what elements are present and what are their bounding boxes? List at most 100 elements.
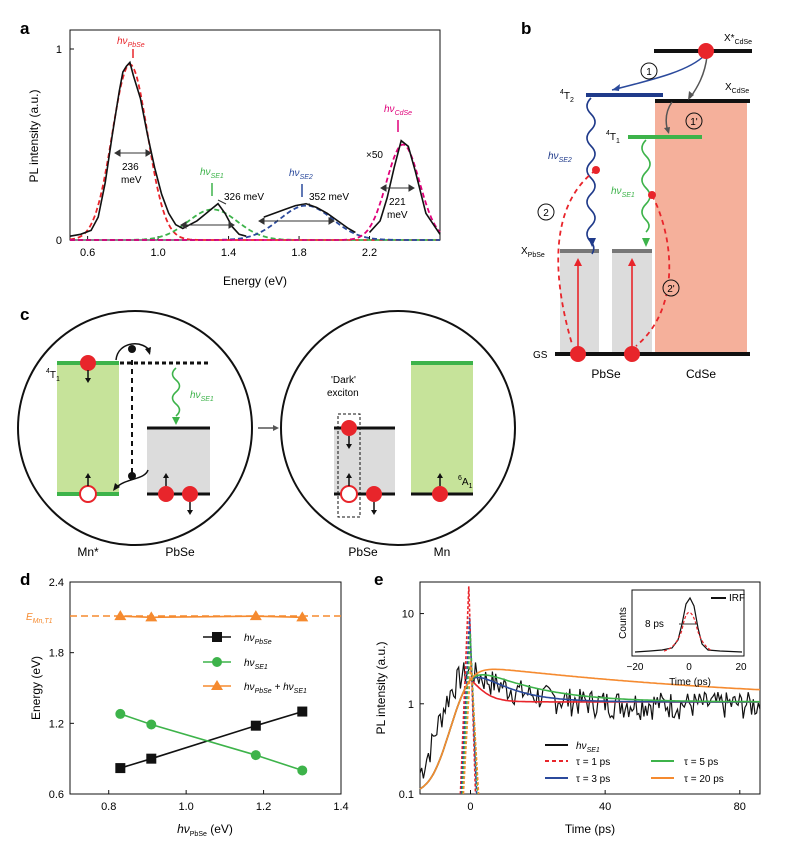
svg-text:τ = 1 ps: τ = 1 ps (576, 757, 610, 768)
width-cdse-unit: meV (387, 210, 408, 221)
panel-e-legend: hνSE1 τ = 1 ps τ = 5 ps τ = 3 ps τ = 20 … (545, 741, 724, 785)
panel-d: Energy (eV) hνPbSe (eV) 0.8 1.0 1.2 1.4 0.6 1… (26, 577, 349, 838)
cdse-block (655, 101, 747, 354)
panel-letter-d: d (20, 570, 30, 589)
panel-b: 1 1' 2 2' X*CdSe XCdSe 4T2 4T1 hνSE2 hνS… (521, 33, 752, 381)
panel-a-fit-3 (70, 143, 441, 241)
peak-label-cdse: hνCdSe (384, 104, 412, 132)
panel-e-xlabel: Time (ps) (565, 822, 615, 836)
se2-label: hνSE2 (548, 151, 572, 164)
xcdse-label: XCdSe (725, 82, 749, 95)
panel-c: 4T1 hνSE1 'Dark' exciton 6A1 Mn* PbSe Pb… (17, 310, 516, 559)
panel-d-point (249, 610, 262, 621)
step-2prime: 2' (662, 279, 680, 297)
panel-a-data-series-2 (368, 139, 441, 235)
step-1: 1 (640, 62, 658, 80)
c-a1-label: 6A1 (458, 475, 473, 490)
c-label-mnstar: Mn* (77, 545, 99, 559)
svg-text:2: 2 (543, 208, 549, 219)
se1-label: hνSE1 (611, 186, 635, 199)
panel-e-axes (419, 581, 761, 795)
panel-e-fit-5 (419, 674, 760, 790)
panel-d-ytick-label: 0.6 (49, 789, 64, 801)
peak-label-pbse: hνPbSe (117, 36, 145, 58)
panel-d-ytick-label: 1.2 (49, 718, 64, 730)
panel-a-xtick-label: 0.6 (80, 247, 95, 259)
gs-label: GS (533, 350, 548, 361)
panel-d-xtick-label: 0.8 (101, 801, 116, 813)
panel-e-xtick-label: 80 (734, 801, 746, 813)
panel-e-pulse-3 (460, 617, 478, 795)
panel-a-xtick-label: 1.4 (221, 247, 236, 259)
xstar-label: X*CdSe (724, 33, 752, 46)
panel-d-line-2 (120, 615, 303, 619)
panel-d-point (250, 720, 261, 731)
panel-d-axes (69, 581, 342, 795)
panel-a-fit-2 (70, 204, 440, 241)
panel-e-curves (419, 586, 761, 795)
panel-letter-c: c (20, 305, 29, 324)
panel-d-line-1 (120, 713, 303, 772)
panel-d-point (115, 708, 126, 719)
width-cdse-value: 221 (389, 197, 406, 208)
panel-d-xtick-label: 1.4 (333, 801, 348, 813)
panel-d-point (146, 753, 157, 764)
panel-e-ylabel: PL intensity (a.u.) (374, 642, 388, 735)
material-cdse: CdSe (686, 367, 716, 381)
panel-a-fit-0 (69, 63, 440, 241)
inset-ylabel: Counts (618, 607, 629, 639)
c-label-mn: Mn (434, 545, 451, 559)
panel-a-ylabel: PL intensity (a.u.) (27, 90, 41, 183)
panel-a-xlabel: Energy (eV) (223, 274, 287, 288)
t2-label: 4T2 (560, 89, 574, 104)
panel-a-xtick-label: 2.2 (362, 247, 377, 259)
panel-e-pulse-20 (462, 660, 480, 795)
panel-e-ytick-label: 0.1 (399, 789, 414, 801)
svg-text:hνPbSe: hνPbSe (244, 633, 272, 646)
panel-a-curves (69, 60, 441, 241)
emn-label: EMn,T1 (26, 612, 53, 625)
width-pbse-unit: meV (121, 175, 142, 186)
panel-d-ytick-label: 2.4 (49, 577, 64, 589)
panel-e-ticks: 0 40 80 0.1 1 10 (399, 609, 746, 813)
peak-label-se2: hνSE2 (289, 168, 313, 197)
panel-d-point (114, 610, 127, 621)
panel-letter-e: e (374, 570, 383, 589)
panel-d-point (115, 763, 126, 774)
svg-text:hνSE1: hνSE1 (244, 658, 268, 671)
c-label-pbse-left: PbSe (165, 545, 195, 559)
svg-text:hνSE1: hνSE1 (200, 167, 224, 180)
material-pbse: PbSe (591, 367, 621, 381)
svg-text:8 ps: 8 ps (645, 619, 664, 630)
step-2: 2 (537, 203, 555, 221)
width-se1: 326 meV (224, 192, 264, 203)
panel-d-point (297, 765, 308, 776)
panel-d-line-0 (120, 710, 303, 769)
pbse-block-1 (560, 251, 599, 354)
panel-d-xtick-label: 1.0 (178, 801, 193, 813)
panel-e: PL intensity (a.u.) Time (ps) 0 40 80 0.1 1 1… (374, 581, 761, 836)
panel-d-point (250, 750, 261, 761)
panel-e-fit-20 (419, 668, 761, 790)
svg-text:τ = 3 ps: τ = 3 ps (576, 774, 610, 785)
panel-a-ytick-0: 0 (56, 235, 62, 247)
width-se2: 352 meV (309, 192, 349, 203)
panel-e-pulse-1 (459, 586, 477, 795)
svg-text:−20: −20 (627, 662, 644, 673)
dark-exciton-1: 'Dark' (331, 375, 356, 386)
panel-d-xtick-label: 1.2 (256, 801, 271, 813)
svg-text:hνCdSe: hνCdSe (384, 104, 412, 117)
panel-a-data-series-1 (263, 202, 356, 234)
svg-text:2': 2' (667, 284, 675, 295)
panel-letter-a: a (20, 19, 30, 38)
panel-d-series (114, 610, 309, 776)
svg-text:1': 1' (690, 117, 698, 128)
svg-text:hνSE1: hνSE1 (576, 741, 600, 754)
panel-d-xlabel: hνPbSe (eV) (177, 822, 233, 838)
inset-xlabel: Time (ps) (669, 677, 711, 688)
svg-text:0: 0 (686, 662, 692, 673)
xpbse-label: XPbSe (521, 246, 545, 259)
svg-text:hνSE2: hνSE2 (289, 168, 313, 181)
panel-d-point (146, 719, 157, 730)
